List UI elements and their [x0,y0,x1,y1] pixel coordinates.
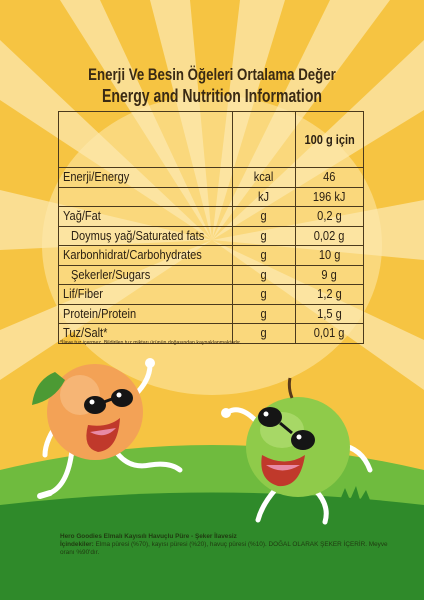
row-value: 196 kJ [294,186,365,207]
table-row: kJ 196 kJ [58,186,365,207]
row-name: Tuz/Salt* [58,323,233,344]
row-unit: kcal [231,167,296,188]
row-name: Şekerler/Sugars [58,264,233,285]
row-value: 0,01 g [294,323,365,344]
product-info: Hero Goodies Elmalı Kayısılı Havuçlu Pür… [60,533,390,557]
row-name [58,186,233,207]
row-value: 1,5 g [294,303,365,324]
header-empty-cell [58,111,233,168]
nutrition-table: 100 g için Enerji/Energy kcal 46 kJ 196 … [58,111,365,344]
product-name: Hero Goodies Elmalı Kayısılı Havuçlu Pür… [60,533,237,540]
row-unit: g [231,245,296,266]
salt-footnote: *İlave tuz içermez. Bildirilen tuz mikta… [60,340,242,346]
table-row: Yağ/Fat g 0,2 g [58,206,365,227]
table-row: Protein/Protein g 1,5 g [58,303,365,324]
table-row: Şekerler/Sugars g 9 g [58,264,365,285]
row-name: Enerji/Energy [58,167,233,188]
row-value: 9 g [294,264,365,285]
row-value: 10 g [294,245,365,266]
table-row: Karbonhidrat/Carbohydrates g 10 g [58,245,365,266]
nutrition-title: Enerji Ve Besin Öğeleri Ortalama Değer E… [47,64,378,107]
row-unit: g [231,206,296,227]
row-name: Karbonhidrat/Carbohydrates [58,245,233,266]
header-per-100g: 100 g için [294,111,365,168]
row-unit: g [231,225,296,246]
row-value: 0,2 g [294,206,365,227]
table-row: Tuz/Salt* g 0,01 g [58,323,365,344]
title-line-2: Energy and Nutrition Information [102,86,322,106]
table-header-row: 100 g için [58,111,365,168]
table-row: Enerji/Energy kcal 46 [58,167,365,188]
row-value: 0,02 g [294,225,365,246]
row-name: Doymuş yağ/Saturated fats [58,225,233,246]
ingredients-label: İçindekiler: [60,541,94,548]
row-value: 46 [294,167,365,188]
ingredients-text: Elma püresi (%70), kayısı püresi (%20), … [60,541,388,556]
row-unit: g [231,284,296,305]
row-unit: kJ [231,186,296,207]
table-row: Lif/Fiber g 1,2 g [58,284,365,305]
row-unit: g [231,323,296,344]
table-row: Doymuş yağ/Saturated fats g 0,02 g [58,225,365,246]
row-name: Protein/Protein [58,303,233,324]
row-value: 1,2 g [294,284,365,305]
row-name: Yağ/Fat [58,206,233,227]
title-line-1: Enerji Ve Besin Öğeleri Ortalama Değer [88,65,336,84]
row-unit: g [231,264,296,285]
row-name: Lif/Fiber [58,284,233,305]
header-empty-unit-cell [231,111,296,168]
row-unit: g [231,303,296,324]
